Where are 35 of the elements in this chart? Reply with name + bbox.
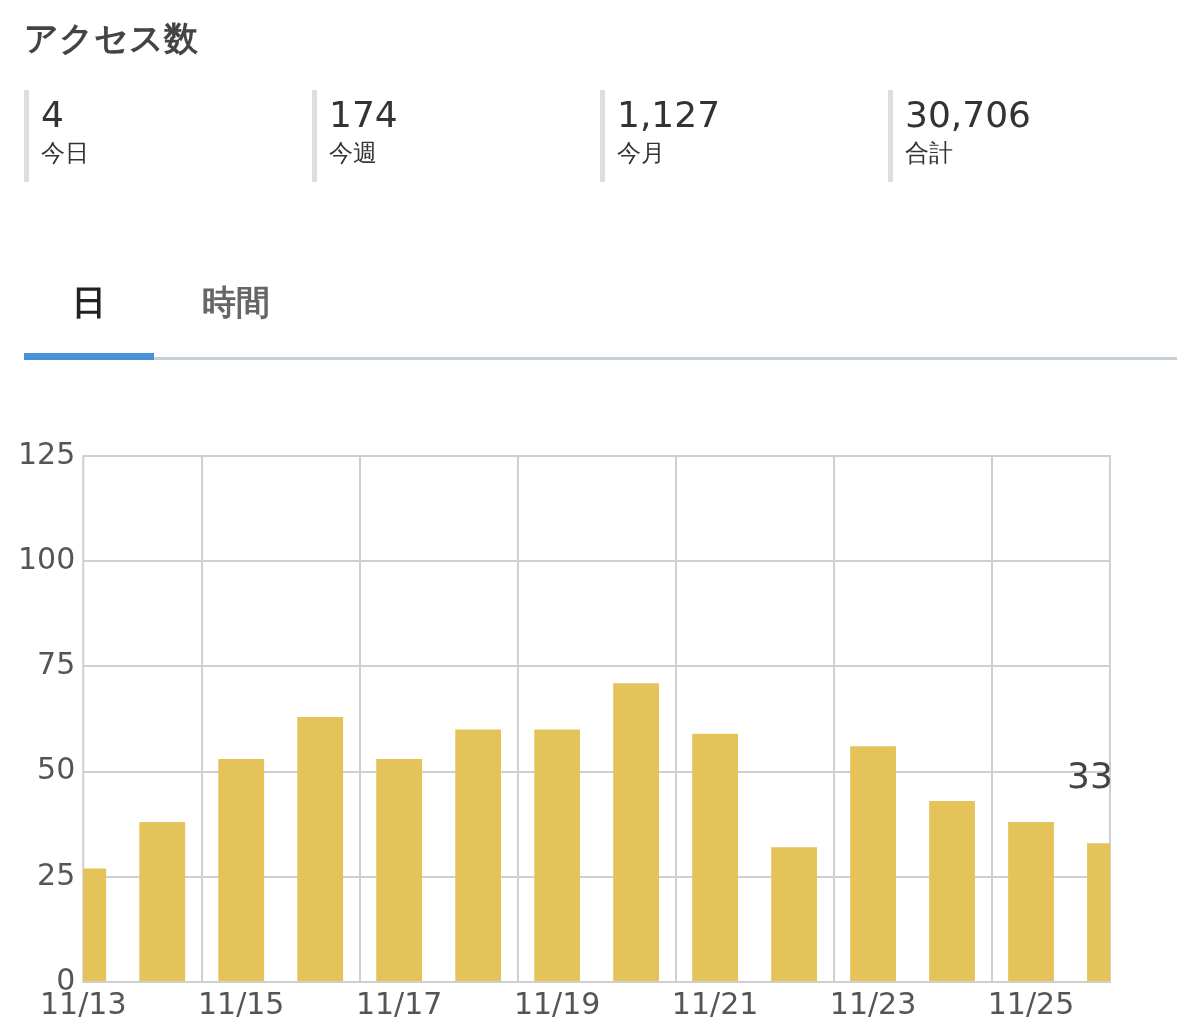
bar bbox=[692, 733, 738, 981]
bar bbox=[929, 801, 975, 981]
y-tick-label: 100 bbox=[18, 541, 76, 576]
x-tick-label: 11/17 bbox=[355, 985, 443, 1021]
text: 日 bbox=[72, 281, 106, 324]
text: 今日 bbox=[41, 138, 89, 169]
text: 174 bbox=[329, 94, 398, 135]
text: 1,127 bbox=[617, 94, 721, 135]
bar bbox=[139, 822, 186, 981]
bar bbox=[376, 758, 423, 981]
bar bbox=[850, 746, 896, 981]
y-tick-label: 75 bbox=[37, 646, 76, 682]
bar bbox=[534, 729, 581, 981]
text: 今週 bbox=[329, 138, 378, 169]
text: 合計 bbox=[905, 138, 954, 169]
bar bbox=[455, 729, 502, 981]
y-tick-label: 25 bbox=[37, 856, 76, 892]
text: 4 bbox=[41, 94, 65, 135]
x-tick-label: 11/21 bbox=[671, 985, 759, 1021]
text: アクセス数 bbox=[24, 17, 198, 60]
x-tick-label: 11/19 bbox=[513, 985, 601, 1021]
bar bbox=[297, 716, 344, 981]
x-tick-label: 11/23 bbox=[829, 985, 917, 1021]
bar bbox=[218, 758, 265, 981]
text: 30,706 bbox=[905, 94, 1031, 135]
y-tick-label: 50 bbox=[37, 751, 76, 787]
text: 時間 bbox=[202, 281, 270, 324]
data-label: 33 bbox=[1067, 755, 1113, 797]
bar bbox=[1008, 822, 1054, 981]
text: 今月 bbox=[617, 138, 666, 169]
x-tick-label: 11/15 bbox=[197, 985, 285, 1021]
bar bbox=[613, 683, 660, 981]
y-tick-label: 125 bbox=[18, 435, 76, 471]
bar bbox=[771, 847, 817, 981]
x-tick-label: 11/25 bbox=[987, 985, 1075, 1021]
